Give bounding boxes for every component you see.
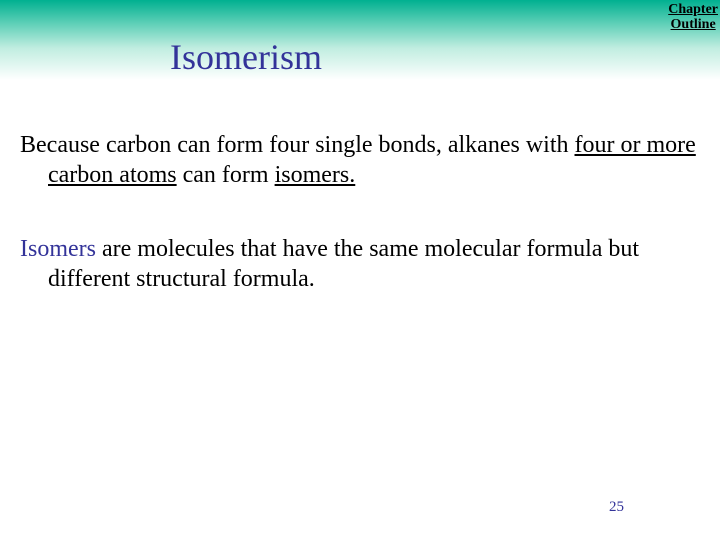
chapter-link-line2: Outline — [671, 17, 716, 32]
paragraph-2: Isomers are molecules that have the same… — [20, 234, 700, 294]
p1-text-a: Because carbon can form four single bond… — [20, 132, 575, 158]
slide-title: Isomerism — [170, 36, 322, 78]
p2-text-b: are molecules that have the same molecul… — [48, 236, 639, 292]
content-area: Because carbon can form four single bond… — [0, 80, 720, 294]
chapter-outline-link[interactable]: Chapter Outline — [668, 2, 718, 33]
chapter-link-line1: Chapter — [668, 2, 718, 17]
p2-term: Isomers — [20, 236, 96, 262]
paragraph-1: Because carbon can form four single bond… — [20, 130, 700, 190]
p1-underline-term: isomers. — [275, 162, 356, 188]
p1-text-c: can form — [177, 162, 275, 188]
header-bar: Chapter Outline Isomerism — [0, 0, 720, 80]
page-number: 25 — [609, 499, 624, 516]
